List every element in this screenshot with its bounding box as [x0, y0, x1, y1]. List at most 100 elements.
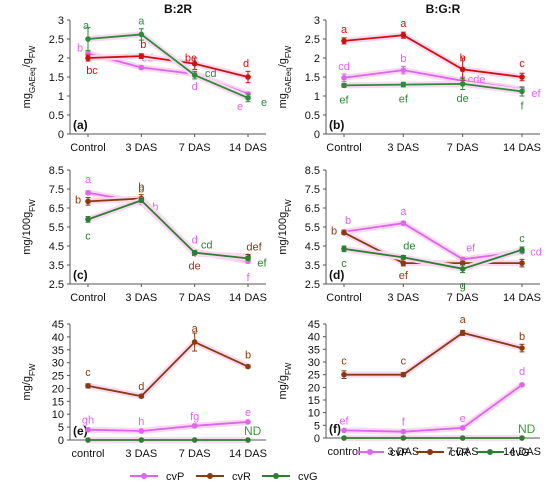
x-tick-label: Control — [70, 142, 105, 154]
x-tick-label: 14 DAS — [503, 292, 541, 304]
y-axis-label: mg/100gFW — [277, 199, 293, 255]
y-tick-label: 30 — [52, 358, 64, 370]
point-cvG — [85, 437, 91, 443]
y-tick-label: 10 — [52, 409, 64, 421]
significance-label: b — [75, 194, 81, 206]
significance-label: c — [341, 258, 347, 270]
x-tick-label: 3 DAS — [387, 446, 419, 458]
point-cvR — [459, 330, 466, 336]
y-tick-label: 0.5 — [305, 110, 320, 122]
y-tick-label: 45 — [52, 319, 64, 331]
y-tick-label: 0 — [314, 433, 320, 445]
panel-c: 2.5 3.5 4.5 5.5 6.5 7.5 8.5 Control 3 DAS 7 DAS 14… — [21, 165, 268, 304]
significance-label: b — [140, 39, 146, 51]
y-tick-label: 2.5 — [305, 34, 320, 46]
panel-d: 2.5 3.5 4.5 5.5 6.5 7.5 8.5 Control 3 DAS 7 DAS 14… — [277, 165, 542, 304]
x-tick-label: control — [71, 448, 104, 460]
series-line-cvG — [87, 199, 249, 260]
x-tick-label: 3 DAS — [387, 142, 419, 154]
point-cvR — [459, 66, 466, 73]
nd-label: ND — [244, 424, 262, 438]
y-tick-label: 3 — [58, 15, 64, 27]
panel-title: B:2R — [164, 2, 192, 16]
y-tick-label: 20 — [52, 383, 64, 395]
significance-label: a — [83, 20, 90, 32]
panel-label: (a) — [73, 118, 88, 132]
significance-label: g — [460, 280, 466, 292]
point-cvR — [138, 393, 145, 399]
significance-label: a — [341, 24, 348, 36]
panel-label: (f) — [329, 422, 341, 436]
point-cvR — [341, 38, 347, 44]
significance-label: b — [138, 182, 144, 194]
x-tick-label: 7 DAS — [447, 446, 479, 458]
y-tick-label: 8.5 — [49, 165, 64, 177]
point-cvR — [245, 363, 251, 370]
x-tick-label: Control — [326, 292, 361, 304]
significance-label: e — [237, 101, 243, 113]
point-cvG — [400, 81, 407, 88]
significance-label: a — [85, 174, 92, 186]
significance-label: cd — [201, 240, 213, 252]
point-cvG — [245, 255, 251, 262]
point-cvR — [400, 260, 407, 266]
significance-label: a — [192, 323, 199, 335]
significance-label: c — [401, 356, 407, 368]
x-tick-label: 3 DAS — [125, 142, 157, 154]
x-tick-label: 7 DAS — [447, 292, 479, 304]
legend-cvP-label: cvP — [166, 471, 184, 483]
point-cvG — [191, 437, 198, 443]
point-cvR — [400, 32, 407, 38]
point-cvG — [191, 249, 198, 256]
y-tick-label: 10 — [308, 408, 320, 420]
significance-label: h — [138, 416, 144, 428]
point-cvP — [519, 382, 525, 388]
series-glow-cvP — [343, 382, 524, 435]
significance-label: ef — [399, 270, 409, 282]
significance-label: e — [261, 97, 267, 109]
significance-label: a — [138, 15, 145, 27]
point-cvP — [138, 64, 145, 71]
y-tick-label: 0 — [58, 129, 64, 141]
point-cvG — [459, 266, 466, 272]
y-tick-label: 40 — [308, 332, 320, 344]
legend2-cvG-label: cvG — [510, 447, 530, 459]
point-cvG — [85, 216, 91, 223]
significance-label: fg — [190, 411, 199, 423]
significance-label: b — [400, 53, 406, 65]
y-tick-label: 3 — [314, 15, 320, 27]
y-tick-label: 7.5 — [49, 184, 64, 196]
y-tick-label: 5.5 — [49, 222, 64, 234]
point-cvP — [191, 423, 198, 429]
y-tick-label: 5 — [58, 422, 64, 434]
point-cvP — [138, 428, 145, 434]
point-cvR — [138, 53, 145, 59]
significance-label: a — [460, 314, 467, 326]
legend2-cvP-marker — [367, 449, 373, 455]
significance-label: d — [192, 81, 198, 93]
point-cvG — [138, 31, 145, 38]
significance-label: b — [331, 226, 337, 238]
series-line-cvG — [87, 33, 249, 99]
significance-label: c — [519, 58, 525, 70]
significance-label: def — [246, 241, 262, 253]
y-tick-label: 45 — [308, 319, 320, 331]
x-tick-label: Control — [326, 142, 361, 154]
x-tick-label: 3 DAS — [125, 292, 157, 304]
y-tick-label: 35 — [308, 344, 320, 356]
point-cvG — [459, 81, 466, 87]
significance-label: cd — [338, 61, 350, 73]
point-cvP — [341, 74, 347, 81]
point-cvR — [341, 371, 347, 378]
y-tick-label: 1 — [58, 91, 64, 103]
point-cvP — [341, 427, 347, 434]
legend2-cvR-marker — [427, 449, 433, 455]
point-cvP — [400, 220, 407, 226]
point-cvR — [85, 383, 91, 389]
y-tick-label: 35 — [52, 345, 64, 357]
y-tick-label: 2.5 — [305, 279, 320, 291]
y-axis-label: mg/gFW — [277, 362, 293, 399]
x-tick-label: 7 DAS — [447, 142, 479, 154]
